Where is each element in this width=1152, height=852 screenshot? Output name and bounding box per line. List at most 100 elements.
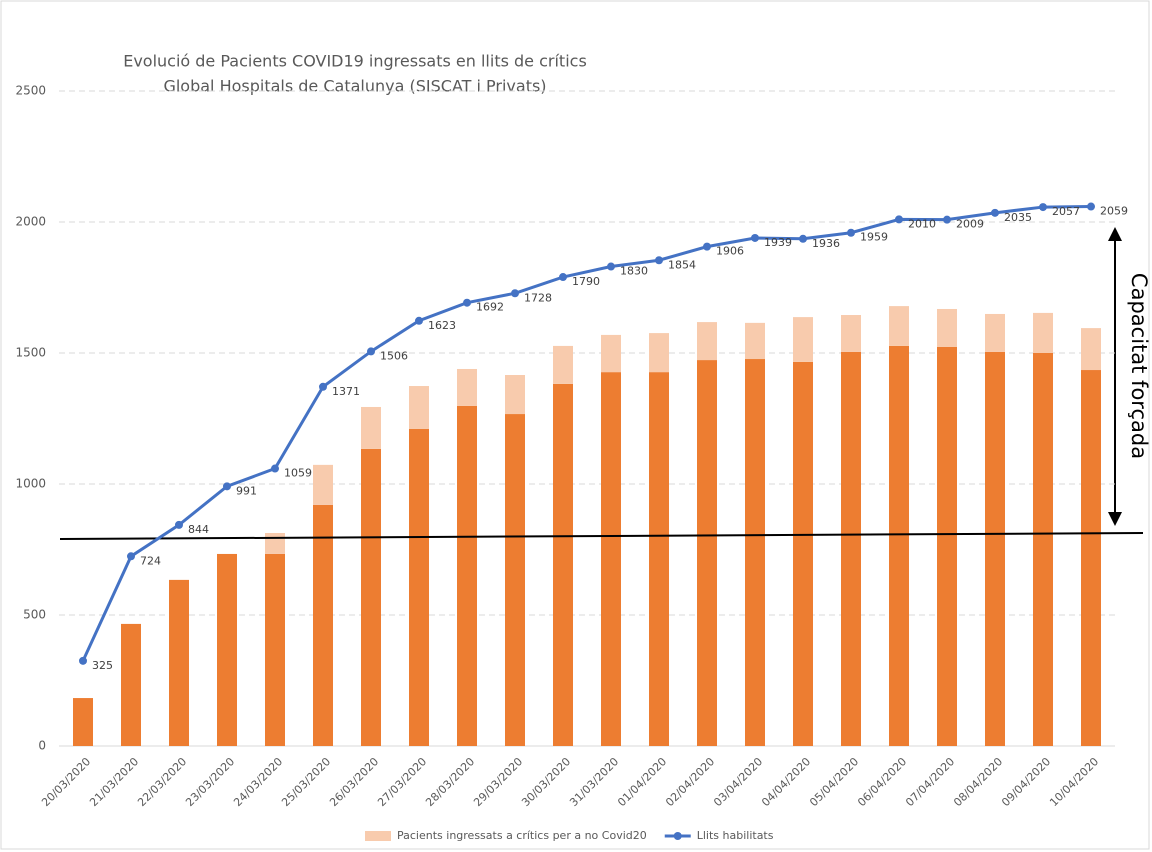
bar-segment [313, 464, 333, 505]
bar-segment [409, 428, 429, 746]
bar-segment [649, 333, 669, 373]
bar-segment [505, 414, 525, 746]
bar-segment [217, 553, 237, 746]
value-label: 1728 [524, 291, 552, 304]
value-label: 1959 [860, 231, 888, 244]
line-point [271, 464, 279, 473]
line-point [847, 228, 855, 237]
bar-segment [1033, 312, 1053, 353]
bar-segment [745, 322, 765, 360]
line-point [655, 256, 663, 265]
value-label: 1939 [764, 236, 792, 249]
line-point [127, 552, 135, 561]
value-label: 1936 [812, 237, 840, 250]
bar-segment [457, 368, 477, 406]
capacity-arrow [1108, 227, 1122, 526]
value-label: 1692 [476, 301, 504, 314]
bar-segment [985, 351, 1005, 746]
line-point [79, 656, 87, 665]
line-point [991, 208, 999, 217]
bar-segment [409, 386, 429, 429]
y-tick-label: 2000 [15, 215, 46, 229]
legend-swatch [365, 831, 391, 841]
value-label: 1059 [284, 467, 312, 480]
bar-segment [889, 345, 909, 746]
bar-segment [361, 448, 381, 746]
line-point [703, 242, 711, 251]
value-label: 991 [236, 484, 257, 497]
line-point [607, 262, 615, 271]
line-point [319, 382, 327, 391]
bar-segment [553, 383, 573, 746]
bar-segment [601, 334, 621, 373]
bar-segment [313, 504, 333, 746]
y-tick-label: 1000 [15, 477, 46, 491]
annotation: Capacitat forçada [1127, 273, 1151, 459]
bar-segment [361, 406, 381, 449]
y-tick-label: 500 [23, 608, 46, 622]
bar-segment [73, 698, 93, 746]
line-point [511, 289, 519, 298]
value-label: 1854 [668, 258, 696, 271]
legend-swatch [673, 832, 682, 840]
line-point [799, 234, 807, 243]
bar-segment [601, 372, 621, 746]
legend-label: Pacients ingressats a crítics per a no C… [397, 829, 647, 842]
value-label: 1371 [332, 385, 360, 398]
bar-segment [1033, 353, 1053, 746]
line-point [415, 316, 423, 325]
bar-segment [841, 351, 861, 746]
bar-segment [265, 532, 285, 554]
bar-segment [1081, 328, 1101, 371]
line-point [223, 482, 231, 491]
bar-segment [985, 313, 1005, 352]
y-tick-label: 2500 [15, 84, 46, 98]
bar-segment [889, 306, 909, 346]
value-label: 2010 [908, 217, 936, 230]
bar-segment [121, 623, 141, 746]
line-point [559, 273, 567, 282]
bar-segment [457, 405, 477, 746]
value-label: 1506 [380, 349, 408, 362]
bar-segment [697, 360, 717, 746]
value-label: 325 [92, 659, 113, 672]
value-label: 1790 [572, 275, 600, 288]
line-point [367, 347, 375, 356]
value-label: 724 [140, 554, 161, 567]
line-point [943, 215, 951, 224]
value-label: 2009 [956, 218, 984, 231]
line-point [1087, 202, 1095, 211]
line [81, 205, 1092, 662]
reference-line [59, 531, 1144, 541]
y-tick-label: 0 [38, 739, 46, 753]
value-label: 1623 [428, 319, 456, 332]
legend-label: Llits habilitats [697, 829, 774, 842]
chart-title: Evolució de Pacients COVID19 ingressats … [123, 52, 587, 71]
bar-segment [937, 308, 957, 347]
bar-segment [505, 375, 525, 415]
bar-segment [265, 553, 285, 746]
line-point [463, 298, 471, 307]
bar-segment [841, 315, 861, 352]
arrow-head [1108, 512, 1122, 526]
value-label: 2059 [1100, 205, 1128, 218]
value-label: 2035 [1004, 211, 1032, 224]
value-label: 1830 [620, 265, 648, 278]
line-point [175, 520, 183, 529]
y-tick-label: 1500 [15, 346, 46, 360]
value-label: 2057 [1052, 205, 1080, 218]
line-point [751, 233, 759, 242]
bar-segment [793, 361, 813, 746]
arrow-head [1108, 227, 1122, 241]
bar-segment [937, 346, 957, 746]
bar-segment [1081, 370, 1101, 746]
chart-subtitle: Global Hospitals de Catalunya (SISCAT i … [163, 77, 546, 96]
line-point [1039, 203, 1047, 212]
bar-segment [793, 317, 813, 362]
bar-segment [745, 359, 765, 746]
bar-segment [169, 579, 189, 746]
value-label: 844 [188, 523, 209, 536]
line-point [895, 215, 903, 224]
